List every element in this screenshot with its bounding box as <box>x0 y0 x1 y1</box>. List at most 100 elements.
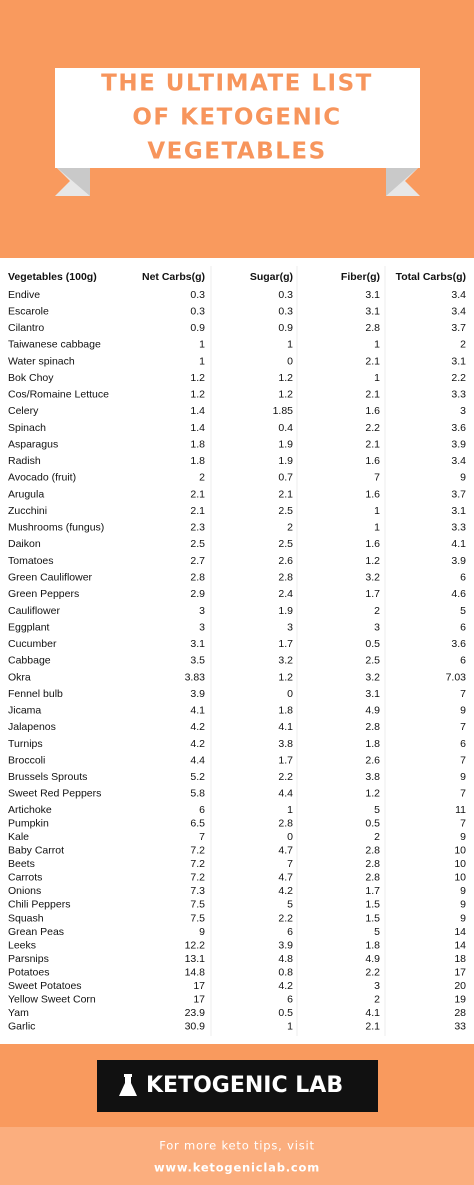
cell-value: 3.4 <box>451 289 466 301</box>
cell-value: 7.2 <box>190 844 205 856</box>
cell-value: 2 <box>374 994 380 1006</box>
cell-value: 3.8 <box>365 771 380 783</box>
cell-value: 0.9 <box>190 322 205 334</box>
cell-value: 4.6 <box>451 588 466 600</box>
ribbon <box>55 68 420 168</box>
cell-value: 2.4 <box>278 588 293 600</box>
vegetable-name: Beets <box>8 858 35 870</box>
cell-value: 9 <box>460 885 466 897</box>
footer-url[interactable]: www.ketogeniclab.com <box>154 1161 320 1175</box>
cell-value: 0.8 <box>278 967 293 979</box>
vegetable-name: Turnips <box>8 738 43 750</box>
cell-value: 1 <box>287 804 293 816</box>
cell-value: 1.9 <box>278 455 293 467</box>
cell-value: 2.1 <box>190 488 205 500</box>
cell-value: 1.8 <box>365 939 380 951</box>
vegetable-name: Potatoes <box>8 967 49 979</box>
cell-value: 2.2 <box>451 372 466 384</box>
cell-value: 2.1 <box>365 389 380 401</box>
cell-value: 1.2 <box>365 788 380 800</box>
cell-value: 17 <box>454 967 466 979</box>
cell-value: 10 <box>454 858 466 870</box>
cell-value: 9 <box>460 771 466 783</box>
cell-value: 7.2 <box>190 872 205 884</box>
table: Vegetables (100g) Net Carbs(g) Sugar(g) Fib… <box>8 266 466 1036</box>
cell-value: 5 <box>287 899 293 911</box>
cell-value: 3 <box>374 980 380 992</box>
vegetable-name: Grean Peas <box>8 926 64 938</box>
vegetable-name: Baby Carrot <box>8 844 64 856</box>
flask-body <box>119 1077 137 1096</box>
brand-name: KETOGENIC LAB <box>146 1073 343 1098</box>
cell-value: 2.7 <box>190 555 205 567</box>
vegetable-name: Kale <box>8 831 29 843</box>
vegetable-name: Onions <box>8 885 41 897</box>
cell-value: 1.2 <box>278 671 293 683</box>
cell-value: 3.9 <box>278 939 293 951</box>
cell-value: 0.5 <box>365 817 380 829</box>
cell-value: 4.2 <box>278 980 293 992</box>
cell-value: 1.2 <box>278 372 293 384</box>
cell-value: 3.8 <box>278 738 293 750</box>
vegetable-name: Broccoli <box>8 754 45 766</box>
cell-value: 20 <box>454 980 466 992</box>
vegetable-name: Jicama <box>8 705 41 717</box>
cell-value: 2.3 <box>190 522 205 534</box>
cell-value: 3.1 <box>451 505 466 517</box>
cell-value: 1.2 <box>190 372 205 384</box>
cell-value: 1.2 <box>278 389 293 401</box>
vegetable-name: Jalapenos <box>8 721 56 733</box>
vegetable-name: Cauliflower <box>8 605 60 617</box>
cell-value: 6 <box>460 655 466 667</box>
vegetable-name: Yellow Sweet Corn <box>8 994 96 1006</box>
cell-value: 4.2 <box>190 721 205 733</box>
cell-value: 1.4 <box>190 405 205 417</box>
cell-value: 10 <box>454 872 466 884</box>
cell-value: 4.9 <box>365 705 380 717</box>
cell-value: 1.7 <box>278 754 293 766</box>
cell-value: 1.5 <box>365 912 380 924</box>
column-header: Vegetables (100g) <box>8 271 97 283</box>
cell-value: 2.1 <box>190 505 205 517</box>
cell-value: 1.6 <box>365 455 380 467</box>
vegetable-name: Squash <box>8 912 44 924</box>
cell-value: 5.8 <box>190 788 205 800</box>
vegetable-name: Escarole <box>8 305 49 317</box>
vegetable-name: Cos/Romaine Lettuce <box>8 389 109 401</box>
cell-value: 3.1 <box>190 638 205 650</box>
vegetable-name: Asparagus <box>8 438 58 450</box>
cell-value: 7.03 <box>446 671 467 683</box>
cell-value: 7 <box>374 472 380 484</box>
cell-value: 1 <box>199 339 205 351</box>
cell-value: 17 <box>193 980 205 992</box>
flask-icon <box>119 1074 137 1096</box>
cell-value: 3.1 <box>365 688 380 700</box>
cell-value: 1.7 <box>365 885 380 897</box>
cell-value: 9 <box>460 899 466 911</box>
cell-value: 4.2 <box>190 738 205 750</box>
cell-value: 6 <box>460 621 466 633</box>
cell-value: 1 <box>374 522 380 534</box>
cell-value: 5 <box>374 804 380 816</box>
cell-value: 1.6 <box>365 488 380 500</box>
cell-value: 3.1 <box>451 355 466 367</box>
cell-value: 6 <box>287 926 293 938</box>
cell-value: 3.5 <box>190 655 205 667</box>
table-background <box>0 258 474 1044</box>
cell-value: 7.2 <box>190 858 205 870</box>
cell-value: 0.3 <box>190 305 205 317</box>
cell-value: 2.5 <box>190 538 205 550</box>
cell-value: 7 <box>460 788 466 800</box>
cell-value: 1 <box>287 339 293 351</box>
cell-value: 3.9 <box>451 555 466 567</box>
vegetable-name: Green Peppers <box>8 588 79 600</box>
cell-value: 3.9 <box>190 688 205 700</box>
ribbon-fold-right <box>386 166 420 196</box>
cell-value: 2.6 <box>365 754 380 766</box>
cell-value: 1.7 <box>278 638 293 650</box>
cell-value: 3.7 <box>451 488 466 500</box>
cell-value: 3.3 <box>451 522 466 534</box>
flask-neck <box>124 1074 132 1077</box>
cell-value: 6 <box>460 738 466 750</box>
